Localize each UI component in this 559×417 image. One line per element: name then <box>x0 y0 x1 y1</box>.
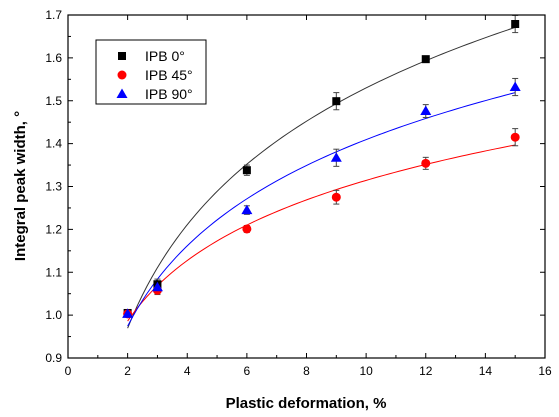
x-tick-label: 2 <box>124 364 131 378</box>
legend-label: IPB 45° <box>145 67 193 83</box>
y-tick-label: 1.3 <box>45 180 62 194</box>
data-point <box>330 152 342 162</box>
legend-box <box>95 39 207 105</box>
legend-marker <box>116 88 128 98</box>
data-point <box>242 224 252 234</box>
y-axis-title: Integral peak width, ° <box>12 111 29 261</box>
fit-curve <box>127 144 516 322</box>
legend-label: IPB 0° <box>145 48 185 64</box>
x-tick-label: 10 <box>359 364 373 378</box>
data-markers <box>122 20 521 319</box>
x-tick-label: 6 <box>244 364 251 378</box>
data-point <box>242 166 251 175</box>
y-tick-label: 1.4 <box>45 137 62 151</box>
x-tick-label: 14 <box>479 364 493 378</box>
fit-curve <box>127 92 516 327</box>
x-tick-label: 0 <box>65 364 72 378</box>
fit-curve <box>127 26 516 329</box>
x-tick-label: 8 <box>303 364 310 378</box>
x-tick-label: 12 <box>419 364 433 378</box>
legend-items: IPB 0° IPB 45° IPB 90° <box>116 48 193 102</box>
y-tick-label: 1.2 <box>45 222 62 236</box>
y-tick-label: 0.9 <box>45 351 62 365</box>
data-point <box>421 158 431 168</box>
data-point <box>420 105 432 116</box>
fit-curves <box>127 26 516 329</box>
data-point <box>151 281 163 292</box>
legend-label: IPB 90° <box>145 86 193 102</box>
legend-marker <box>117 70 127 80</box>
y-tick-label: 1.1 <box>45 265 62 279</box>
x-axis-title: Plastic deformation, % <box>226 395 387 412</box>
x-tick-label: 16 <box>538 364 552 378</box>
data-point <box>332 97 341 106</box>
data-point <box>511 20 520 29</box>
y-tick-label: 1.7 <box>45 8 62 22</box>
data-point <box>421 55 430 64</box>
data-point <box>510 132 520 142</box>
x-tick-label: 4 <box>184 364 191 378</box>
data-point <box>331 192 341 202</box>
legend-marker <box>118 52 126 60</box>
data-point <box>509 81 521 92</box>
legend: IPB 0° IPB 45° IPB 90° <box>95 39 207 105</box>
y-tick-label: 1.0 <box>45 308 62 322</box>
data-point <box>241 204 253 215</box>
y-tick-label: 1.5 <box>45 94 62 108</box>
y-tick-label: 1.6 <box>45 51 62 65</box>
data-point <box>122 308 134 318</box>
plot-frame <box>67 14 546 359</box>
